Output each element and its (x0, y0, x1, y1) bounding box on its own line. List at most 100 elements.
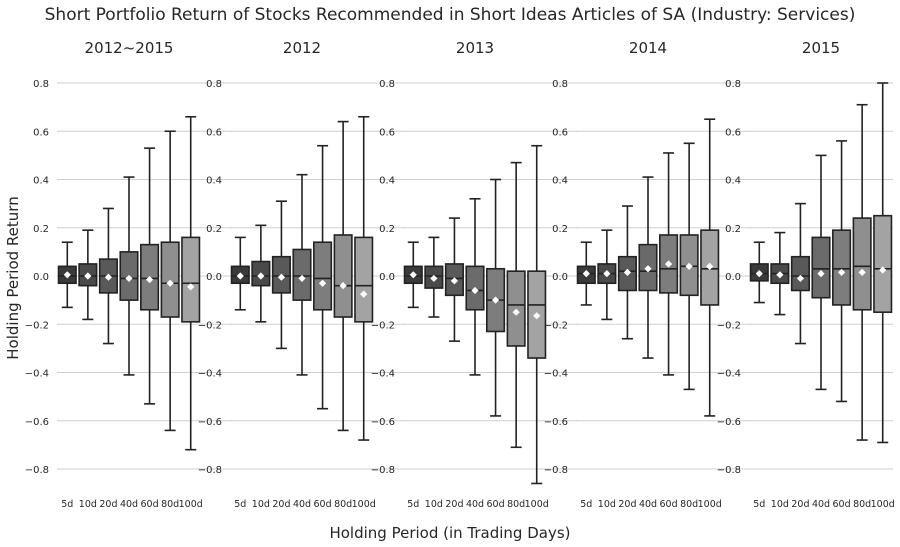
iqr-box (333, 234, 353, 318)
panel-title: 2015 (802, 39, 840, 57)
x-tick-label: 20d (445, 499, 463, 510)
panel-title: 2012~2015 (85, 39, 174, 57)
mean-marker (755, 269, 763, 278)
y-tick-label: 0.4 (33, 176, 49, 187)
box-60d (486, 178, 506, 417)
y-tick-label: −0.6 (544, 417, 568, 428)
y-tick-label: −0.8 (25, 465, 49, 476)
iqr-box (790, 255, 810, 292)
iqr-box (160, 241, 180, 318)
box-80d (852, 103, 872, 441)
x-tick-label: 80d (161, 499, 179, 510)
y-tick-label: −0.8 (544, 465, 568, 476)
mean-marker (582, 269, 590, 278)
y-tick-label: 0.2 (379, 224, 395, 235)
x-tick-label: 10d (771, 499, 789, 510)
box-100d (527, 144, 547, 485)
y-tick-label: 0.0 (552, 272, 568, 283)
x-tick-label: 20d (791, 499, 809, 510)
y-tick-label: 0.8 (379, 79, 395, 90)
mean-marker (430, 274, 438, 283)
y-tick-label: 0.6 (33, 127, 49, 138)
panel-2: 0.8 0.6 0.4 0.2 0.0 −0.2 −0.4 −0.6 −0.8 2012 5d 10d… (198, 39, 405, 510)
x-tick-label: 5d (580, 499, 592, 510)
box-40d (638, 176, 658, 359)
mean-marker (298, 274, 306, 283)
x-tick-label: 60d (833, 499, 851, 510)
x-tick-label: 40d (639, 499, 657, 510)
y-tick-label: −0.4 (544, 369, 568, 380)
panel-5: 0.8 0.6 0.4 0.2 0.0 −0.2 −0.4 −0.6 −0.8 2015 5d 10d… (717, 39, 895, 510)
figure-title: Short Portfolio Return of Stocks Recomme… (44, 5, 856, 25)
mean-marker (664, 260, 673, 268)
mean-marker (796, 274, 805, 283)
box-40d (292, 173, 312, 376)
box-5d (230, 236, 250, 311)
box-5d (576, 241, 596, 306)
iqr-box (181, 236, 201, 323)
mean-marker (318, 279, 327, 287)
box-20d (444, 217, 464, 342)
y-tick-label: 0.2 (552, 224, 568, 235)
mean-marker (471, 286, 479, 295)
mean-marker (145, 276, 154, 284)
box-5d (57, 241, 77, 309)
x-tick-label: 20d (618, 499, 636, 510)
iqr-box (811, 236, 831, 299)
y-tick-label: −0.6 (371, 417, 395, 428)
iqr-box (852, 217, 872, 311)
box-60d (313, 144, 333, 410)
panel-3: 0.8 0.6 0.4 0.2 0.0 −0.2 −0.4 −0.6 −0.8 2013 5d 10d… (371, 39, 578, 510)
mean-marker (491, 296, 500, 304)
y-tick-label: 0.8 (33, 79, 49, 90)
y-tick-label: 0.0 (206, 272, 222, 283)
x-tick-label: 60d (660, 499, 678, 510)
box-10d (597, 229, 617, 321)
box-20d (617, 205, 637, 340)
y-tick-label: 0.8 (206, 79, 222, 90)
panel-title: 2013 (456, 39, 494, 57)
y-tick-label: 0.6 (206, 127, 222, 138)
mean-marker (776, 271, 784, 279)
x-tick-label: 20d (272, 499, 290, 510)
y-tick-label: 0.4 (725, 176, 741, 187)
y-tick-label: 0.0 (379, 272, 395, 283)
mean-marker (339, 282, 347, 290)
y-tick-label: −0.6 (717, 417, 741, 428)
x-tick-label: 5d (753, 499, 765, 510)
x-tick-label: 40d (293, 499, 311, 510)
x-tick-label: 60d (487, 499, 505, 510)
y-tick-label: −0.6 (198, 417, 222, 428)
x-tick-label: 5d (234, 499, 246, 510)
y-tick-label: −0.2 (371, 320, 395, 331)
x-tick-label: 100d (698, 499, 722, 510)
y-tick-label: 0.8 (725, 79, 741, 90)
mean-marker (879, 266, 887, 274)
x-tick-label: 5d (407, 499, 419, 510)
x-tick-label: 100d (871, 499, 895, 510)
x-tick-label: 60d (141, 499, 159, 510)
iqr-box (873, 214, 893, 313)
x-axis-label: Holding Period (in Trading Days) (329, 524, 571, 542)
x-tick-label: 10d (598, 499, 616, 510)
x-tick-label: 60d (314, 499, 332, 510)
mean-marker (858, 268, 866, 276)
mean-marker (623, 268, 632, 276)
y-tick-label: 0.2 (206, 224, 222, 235)
x-tick-label: 10d (425, 499, 443, 510)
y-tick-label: −0.4 (371, 369, 395, 380)
box-80d (506, 161, 526, 449)
mean-marker (409, 271, 417, 279)
mean-marker (706, 262, 714, 270)
box-5d (403, 241, 423, 309)
box-80d (160, 130, 180, 432)
mean-marker (166, 279, 174, 287)
mean-marker (837, 268, 846, 276)
y-tick-label: −0.8 (717, 465, 741, 476)
mean-marker (685, 262, 693, 270)
y-tick-label: 0.0 (33, 272, 49, 283)
iqr-box (506, 270, 526, 347)
box-40d (119, 176, 139, 376)
panel-4: 0.8 0.6 0.4 0.2 0.0 −0.2 −0.4 −0.6 −0.8 2014 5d 10d… (544, 39, 751, 510)
